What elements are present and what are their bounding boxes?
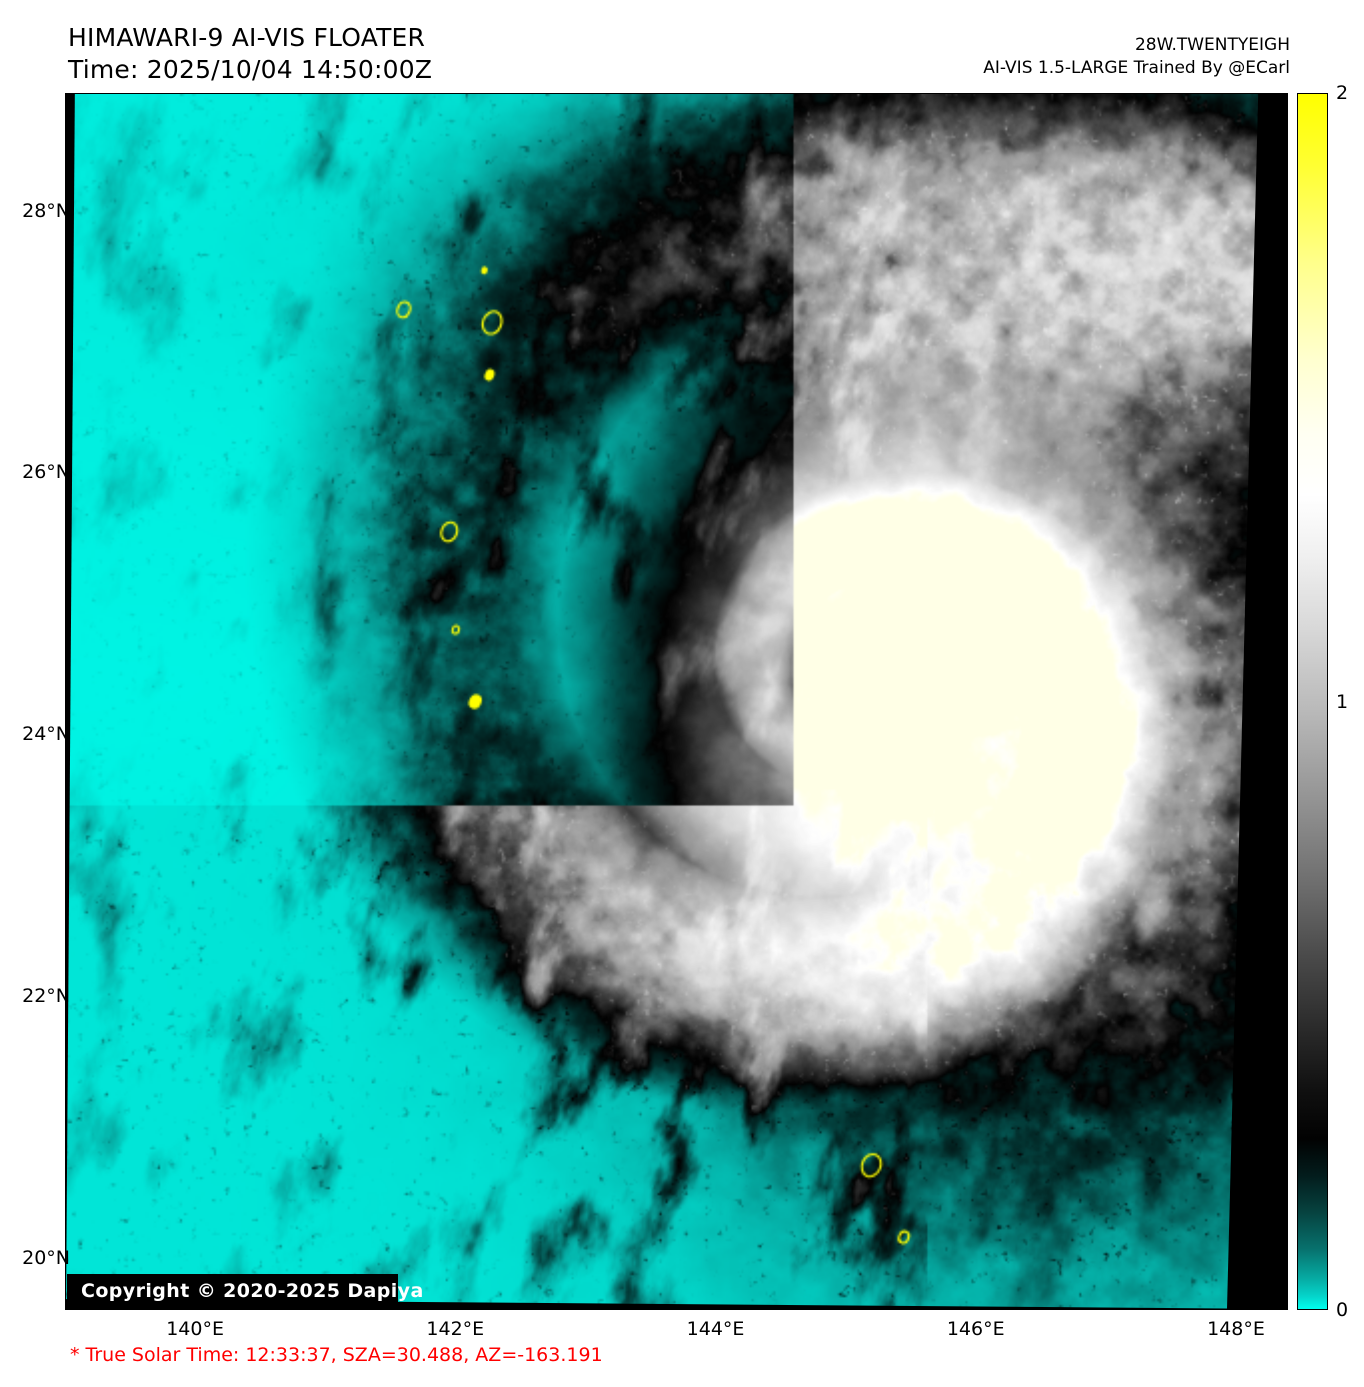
copyright-banner: Copyright © 2020-2025 Dapiya [67, 1274, 423, 1308]
y-axis-tick-20°N: 20°N [22, 1246, 70, 1269]
colorbar-tick-0: 0 [1336, 1299, 1349, 1321]
page-title: HIMAWARI-9 AI-VIS FLOATER [68, 23, 426, 52]
x-axis-tick-146°E: 146°E [946, 1318, 1005, 1340]
y-axis-tick-22°N: 22°N [22, 984, 70, 1007]
model-credit-label: AI-VIS 1.5-LARGE Trained By @ECarl [983, 58, 1290, 78]
copyright-label: Copyright © 2020-2025 Dapiya [81, 1280, 424, 1302]
title-block: HIMAWARI-9 AI-VIS FLOATER Time: 2025/10/… [68, 22, 432, 86]
storm-id-label: 28W.TWENTYEIGH [1134, 35, 1290, 55]
colorbar-tick-1: 1 [1336, 690, 1349, 713]
x-axis-tick-148°E: 148°E [1207, 1318, 1265, 1340]
scan-edge-bottom [66, 1299, 1287, 1309]
timestamp-label: Time: 2025/10/04 14:50:00Z [68, 55, 433, 84]
scan-edge-left [66, 94, 75, 1309]
y-axis-tick-28°N: 28°N [22, 199, 70, 222]
colorbar-tick-2: 2 [1336, 82, 1349, 104]
x-axis-tick-144°E: 144°E [686, 1318, 745, 1340]
value-colorbar[interactable] [1297, 93, 1328, 1310]
solar-geometry-note: * True Solar Time: 12:33:37, SZA=30.488,… [70, 1344, 603, 1366]
satellite-imagery-canvas [66, 94, 1287, 1309]
y-axis-tick-26°N: 26°N [22, 461, 70, 484]
y-axis-tick-24°N: 24°N [22, 723, 70, 746]
metadata-block: 28W.TWENTYEIGH AI-VIS 1.5-LARGE Trained … [983, 34, 1290, 80]
satellite-image-plot[interactable]: Copyright © 2020-2025 Dapiya [65, 93, 1288, 1310]
x-axis-tick-140°E: 140°E [166, 1318, 224, 1340]
x-axis-tick-142°E: 142°E [426, 1318, 485, 1340]
